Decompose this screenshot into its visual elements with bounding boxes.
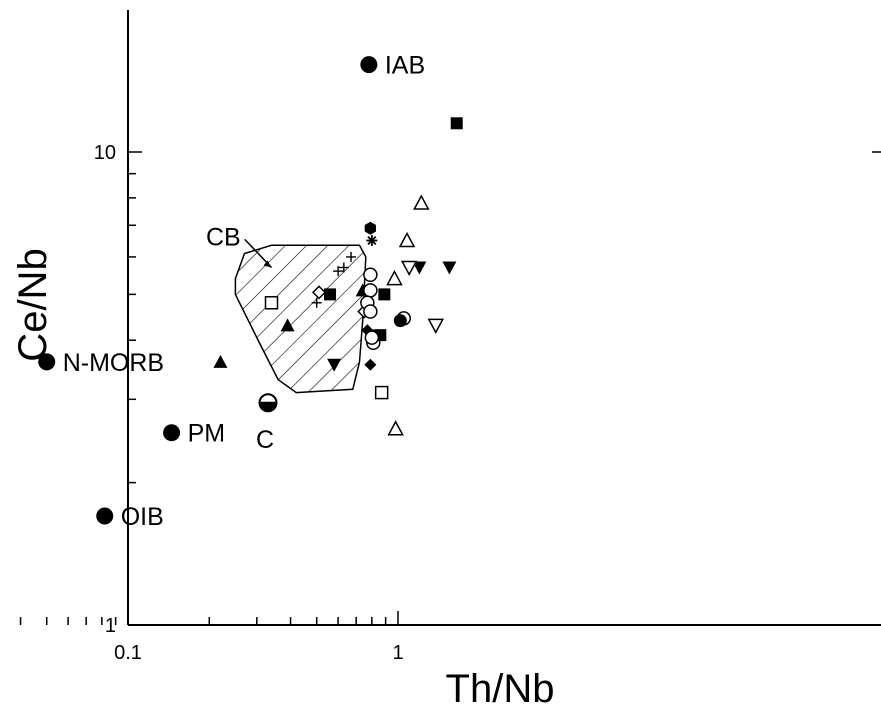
data-point: [364, 330, 380, 345]
data-point: [363, 283, 378, 298]
point-shape: [213, 354, 228, 368]
data-point: [96, 507, 114, 525]
data-point: [258, 393, 278, 413]
data-point: [364, 221, 376, 235]
tick-marks: 0.1 1 1 10: [19, 142, 881, 664]
data-point: [386, 269, 403, 286]
point-shape: [393, 314, 407, 328]
data-point: [366, 234, 378, 246]
point-shape: [96, 507, 114, 525]
x-axis-title: Th/Nb: [446, 667, 555, 710]
x-tick-label: 1: [392, 642, 403, 664]
data-point: [412, 261, 427, 275]
point-shape: [378, 288, 391, 301]
point-shape-stroke: [367, 235, 377, 246]
data-point: [393, 314, 407, 328]
point-shape: [442, 261, 457, 275]
data-point: [264, 296, 279, 310]
data-point: [374, 385, 389, 400]
cb-field-label: CB: [206, 223, 241, 251]
point-shape: [163, 424, 181, 442]
y-axis-title: Ce/Nb: [11, 248, 55, 361]
reference-point-label: N-MORB: [63, 349, 164, 377]
data-point: [363, 304, 378, 319]
reference-point-label: PM: [188, 420, 226, 448]
data-point: [163, 424, 181, 442]
point-shape: [413, 194, 430, 210]
data-point: [427, 318, 445, 334]
point-shape: [398, 231, 416, 248]
reference-point-label: OIB: [121, 503, 164, 531]
reference-point-label: IAB: [385, 52, 425, 80]
data-point: [363, 267, 378, 283]
point-shape: [374, 385, 389, 400]
point-shape: [400, 260, 418, 277]
point-shape: [450, 117, 463, 130]
point-shape: [363, 267, 378, 283]
data-point: [360, 56, 378, 74]
data-point: [324, 288, 337, 301]
point-shape: [327, 358, 342, 372]
data-points: [38, 56, 463, 525]
y-tick-label: 10: [94, 142, 116, 164]
data-point: [311, 297, 322, 308]
point-shape: [311, 285, 327, 300]
point-shape: [364, 221, 376, 235]
data-point: [400, 260, 418, 277]
y-tick-label: 1: [105, 615, 116, 637]
cb-leader-arrowhead: [263, 260, 272, 268]
cb-field-layer: [234, 244, 367, 394]
data-point: [38, 353, 56, 371]
data-point: [280, 318, 295, 332]
point-shape: [264, 296, 279, 310]
point-shape: [364, 330, 380, 345]
data-point: [338, 262, 349, 273]
point-shape: [364, 358, 377, 371]
data-point: [346, 251, 357, 262]
data-point: [387, 420, 404, 436]
data-point: [311, 285, 327, 300]
point-shape: [363, 283, 378, 298]
data-point: [378, 288, 391, 301]
cb-field: [234, 244, 367, 394]
data-point: [327, 358, 342, 372]
data-point: [213, 354, 228, 368]
reference-point-label: C: [256, 426, 274, 454]
data-point: [364, 358, 377, 371]
reference-labels: IAB N-MORB PM OIB C CB: [63, 52, 425, 531]
data-point: [442, 261, 457, 275]
point-shape: [324, 288, 337, 301]
point-shape: [386, 269, 403, 286]
data-point: [398, 231, 416, 248]
data-point: [333, 266, 344, 277]
point-shape: [427, 318, 445, 334]
point-shape: [363, 304, 378, 319]
axes: [127, 10, 881, 626]
point-shape: [360, 56, 378, 74]
point-shape: [412, 261, 427, 275]
point-shape: [38, 353, 56, 371]
point-shape: [387, 420, 404, 436]
x-tick-label: 0.1: [114, 642, 142, 664]
point-shape: [280, 318, 295, 332]
point-shape-half: [259, 402, 277, 412]
data-point: [450, 117, 463, 130]
data-point: [413, 194, 430, 210]
